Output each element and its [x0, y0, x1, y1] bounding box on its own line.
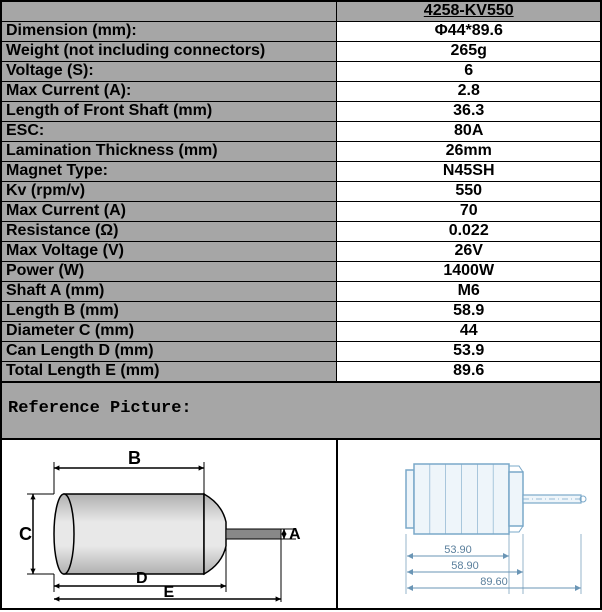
spec-label: Dimension (mm): — [2, 22, 337, 42]
spec-value: 1400W — [337, 262, 601, 282]
table-row: Shaft A (mm)M6 — [2, 282, 601, 302]
spec-value: Φ44*89.6 — [337, 22, 601, 42]
spec-value: 70 — [337, 202, 601, 222]
diagram-row: B C A DE 53.90 58.9089.60 — [1, 439, 601, 609]
spec-label: Max Current (A) — [2, 202, 337, 222]
table-row: Total Length E (mm)89.6 — [2, 362, 601, 382]
spec-value: 36.3 — [337, 102, 601, 122]
table-row: Weight (not including connectors)265g — [2, 42, 601, 62]
spec-label: Length B (mm) — [2, 302, 337, 322]
table-row: Dimension (mm):Φ44*89.6 — [2, 22, 601, 42]
spec-value: 53.9 — [337, 342, 601, 362]
spec-label: Magnet Type: — [2, 162, 337, 182]
svg-text:B: B — [128, 448, 141, 468]
spec-label: Power (W) — [2, 262, 337, 282]
svg-text:53.90: 53.90 — [444, 544, 472, 556]
svg-text:58.90: 58.90 — [451, 560, 479, 572]
spec-sheet: 4258-KV550 Dimension (mm):Φ44*89.6 Weigh… — [0, 0, 602, 610]
spec-label: Diameter C (mm) — [2, 322, 337, 342]
svg-text:D: D — [136, 570, 148, 587]
reference-picture-label: Reference Picture: — [1, 382, 601, 439]
spec-value: 6 — [337, 62, 601, 82]
table-row: Magnet Type:N45SH — [2, 162, 601, 182]
spec-value: M6 — [337, 282, 601, 302]
spec-label: Total Length E (mm) — [2, 362, 337, 382]
table-row: Diameter C (mm)44 — [2, 322, 601, 342]
header-right: 4258-KV550 — [337, 2, 601, 22]
header-left — [2, 2, 337, 22]
svg-text:A: A — [289, 526, 301, 543]
table-row: ESC:80A — [2, 122, 601, 142]
spec-label: Max Current (A): — [2, 82, 337, 102]
spec-value: 265g — [337, 42, 601, 62]
table-row: Max Current (A):2.8 — [2, 82, 601, 102]
spec-label: Voltage (S): — [2, 62, 337, 82]
table-row: Kv (rpm/v)550 — [2, 182, 601, 202]
spec-value: N45SH — [337, 162, 601, 182]
table-row: Can Length D (mm)53.9 — [2, 342, 601, 362]
spec-label: Lamination Thickness (mm) — [2, 142, 337, 162]
spec-value: 26V — [337, 242, 601, 262]
spec-label: Max Voltage (V) — [2, 242, 337, 262]
table-row: Length B (mm)58.9 — [2, 302, 601, 322]
spec-label: Resistance (Ω) — [2, 222, 337, 242]
motor-technical-drawing: 53.90 58.9089.60 — [337, 439, 601, 609]
spec-value: 80A — [337, 122, 601, 142]
header-row: 4258-KV550 — [2, 2, 601, 22]
spec-label: Can Length D (mm) — [2, 342, 337, 362]
table-row: Voltage (S):6 — [2, 62, 601, 82]
table-row: Power (W)1400W — [2, 262, 601, 282]
table-row: Max Current (A)70 — [2, 202, 601, 222]
spec-value: 2.8 — [337, 82, 601, 102]
spec-label: Length of Front Shaft (mm) — [2, 102, 337, 122]
spec-table: 4258-KV550 Dimension (mm):Φ44*89.6 Weigh… — [1, 1, 601, 382]
schematic-svg: B C A DE — [9, 444, 329, 604]
table-row: Length of Front Shaft (mm)36.3 — [2, 102, 601, 122]
spec-value: 26mm — [337, 142, 601, 162]
spec-value: 0.022 — [337, 222, 601, 242]
table-row: Resistance (Ω)0.022 — [2, 222, 601, 242]
spec-value: 550 — [337, 182, 601, 202]
spec-value: 44 — [337, 322, 601, 342]
spec-value: 58.9 — [337, 302, 601, 322]
motor-schematic-diagram: B C A DE — [1, 439, 337, 609]
table-row: Lamination Thickness (mm)26mm — [2, 142, 601, 162]
svg-text:89.60: 89.60 — [480, 576, 508, 588]
svg-text:C: C — [19, 524, 32, 544]
table-row: Max Voltage (V)26V — [2, 242, 601, 262]
spec-label: ESC: — [2, 122, 337, 142]
spec-label: Weight (not including connectors) — [2, 42, 337, 62]
spec-label: Shaft A (mm) — [2, 282, 337, 302]
technical-svg: 53.90 58.9089.60 — [344, 444, 594, 604]
svg-text:E: E — [164, 584, 175, 601]
spec-value: 89.6 — [337, 362, 601, 382]
spec-label: Kv (rpm/v) — [2, 182, 337, 202]
